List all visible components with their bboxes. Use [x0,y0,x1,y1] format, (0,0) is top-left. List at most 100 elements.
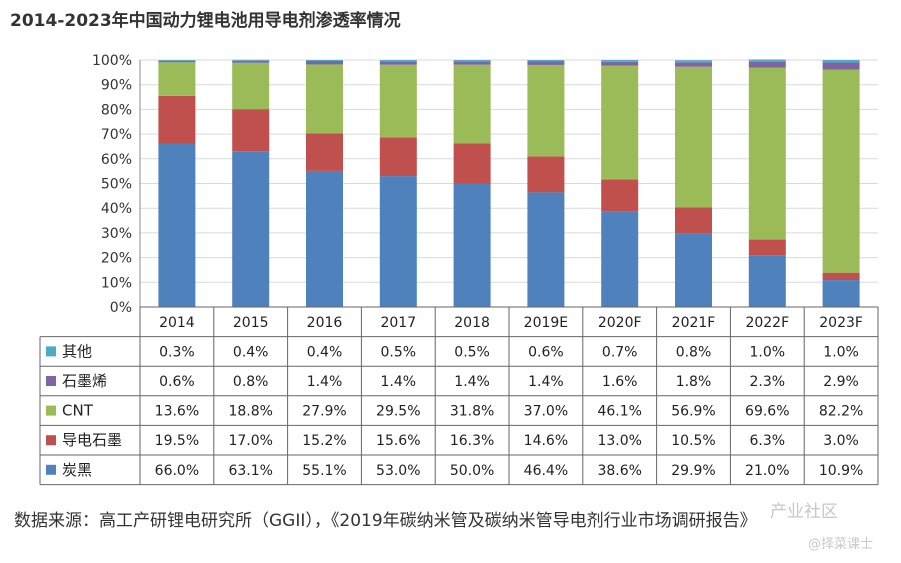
bar-segment [601,61,639,66]
data-label: 17.0% [228,433,272,449]
bar-segment [675,66,712,208]
bar-segment [822,69,860,273]
data-label: 29.9% [671,463,715,479]
bar-segment [158,95,196,144]
bar-segment [675,62,712,67]
data-label: 0.8% [676,344,712,360]
bar-segment [748,255,786,307]
bar-segment [158,143,196,307]
bar-segment [158,60,196,63]
data-source-note: 数据来源：高工产研锂电研究所（GGII），《2019年碳纳米管及碳纳米管导电剂行… [14,511,757,531]
y-tick-label: 0% [110,300,132,316]
data-label: 1.0% [823,344,859,360]
legend-label: CNT [62,402,94,420]
bar-segment [306,64,343,134]
x-tick-label: 2019E [524,315,568,331]
y-tick-label: 50% [101,177,132,193]
x-tick-label: 2020F [598,315,642,331]
bar-segment [527,64,565,157]
y-tick-label: 40% [101,201,132,217]
watermark-handle: @择菜课士 [808,537,874,552]
legend-swatch [46,376,56,386]
data-label: 1.0% [750,344,786,360]
data-label: 14.6% [524,433,568,449]
data-label: 10.9% [819,463,863,479]
data-label: 13.0% [597,433,641,449]
data-label: 1.4% [381,374,417,390]
bar-segment [601,211,639,307]
bar-segment [453,183,491,307]
bar-segment [527,61,565,65]
data-label: 2.3% [750,374,786,390]
bar-segment [306,170,343,307]
bar-segment [601,179,639,212]
bar-segment [379,60,417,62]
bar-segment [748,67,786,240]
bar-segment [158,62,196,96]
bar-segment [822,280,860,307]
data-label: 0.6% [528,344,564,360]
data-label: 6.3% [750,433,786,449]
bar-segment [675,233,712,307]
data-label: 66.0% [155,463,199,479]
data-label: 38.6% [597,463,641,479]
data-label: 53.0% [376,463,420,479]
bar-segment [379,61,417,65]
data-label: 56.9% [671,404,715,420]
bar-segment [601,65,639,180]
bar-segment [232,109,270,152]
legend-swatch [46,464,56,475]
bar-segment [306,60,343,65]
y-tick-label: 100% [92,53,132,69]
y-tick-label: 30% [101,226,132,242]
legend-label: 石墨烯 [62,372,107,390]
y-tick-label: 80% [101,102,132,118]
data-label: 0.3% [159,344,195,360]
data-label: 16.3% [450,433,494,449]
bar-segment [527,156,565,193]
data-label: 0.7% [602,344,638,360]
bar-segment [379,64,417,138]
data-label: 0.5% [454,344,490,360]
data-label: 82.2% [819,404,863,420]
watermark-text: 产业社区 [770,502,838,522]
data-label: 15.2% [302,433,346,449]
bar-segment [453,143,491,184]
x-tick-label: 2015 [233,315,269,331]
bar-segment [306,60,343,61]
x-tick-label: 2014 [159,315,195,331]
data-label: 31.8% [450,404,494,420]
bar-segment [158,60,196,61]
bar-segment [232,60,270,63]
data-label: 69.6% [745,404,789,420]
bar-segment [527,192,565,307]
legend-label: 其他 [62,342,92,360]
data-label: 13.6% [155,404,199,420]
legend-swatch [46,405,56,416]
legend-label: 导电石墨 [62,431,122,449]
bar-segment [748,239,786,256]
bar-segment [453,60,491,62]
data-label: 29.5% [376,404,420,420]
data-label: 1.8% [676,374,712,390]
data-label: 2.9% [823,374,859,390]
y-tick-label: 20% [101,251,132,267]
data-label: 15.6% [376,433,420,449]
data-label: 10.5% [671,433,715,449]
y-tick-label: 70% [101,127,132,143]
bar-segment [822,62,860,70]
x-tick-label: 2022F [745,315,789,331]
data-label: 63.1% [228,463,272,479]
data-label: 19.5% [155,433,199,449]
x-tick-label: 2021F [672,315,716,331]
bar-segment [306,133,343,171]
bar-segment [601,60,639,62]
bar-segment [675,207,712,234]
data-label: 46.4% [524,463,568,479]
data-label: 3.0% [823,433,859,449]
bar-segment [232,62,270,110]
legend-swatch [46,346,56,357]
legend-label: 炭黑 [62,461,92,479]
data-label: 1.4% [454,374,490,390]
data-label: 0.5% [381,344,417,360]
